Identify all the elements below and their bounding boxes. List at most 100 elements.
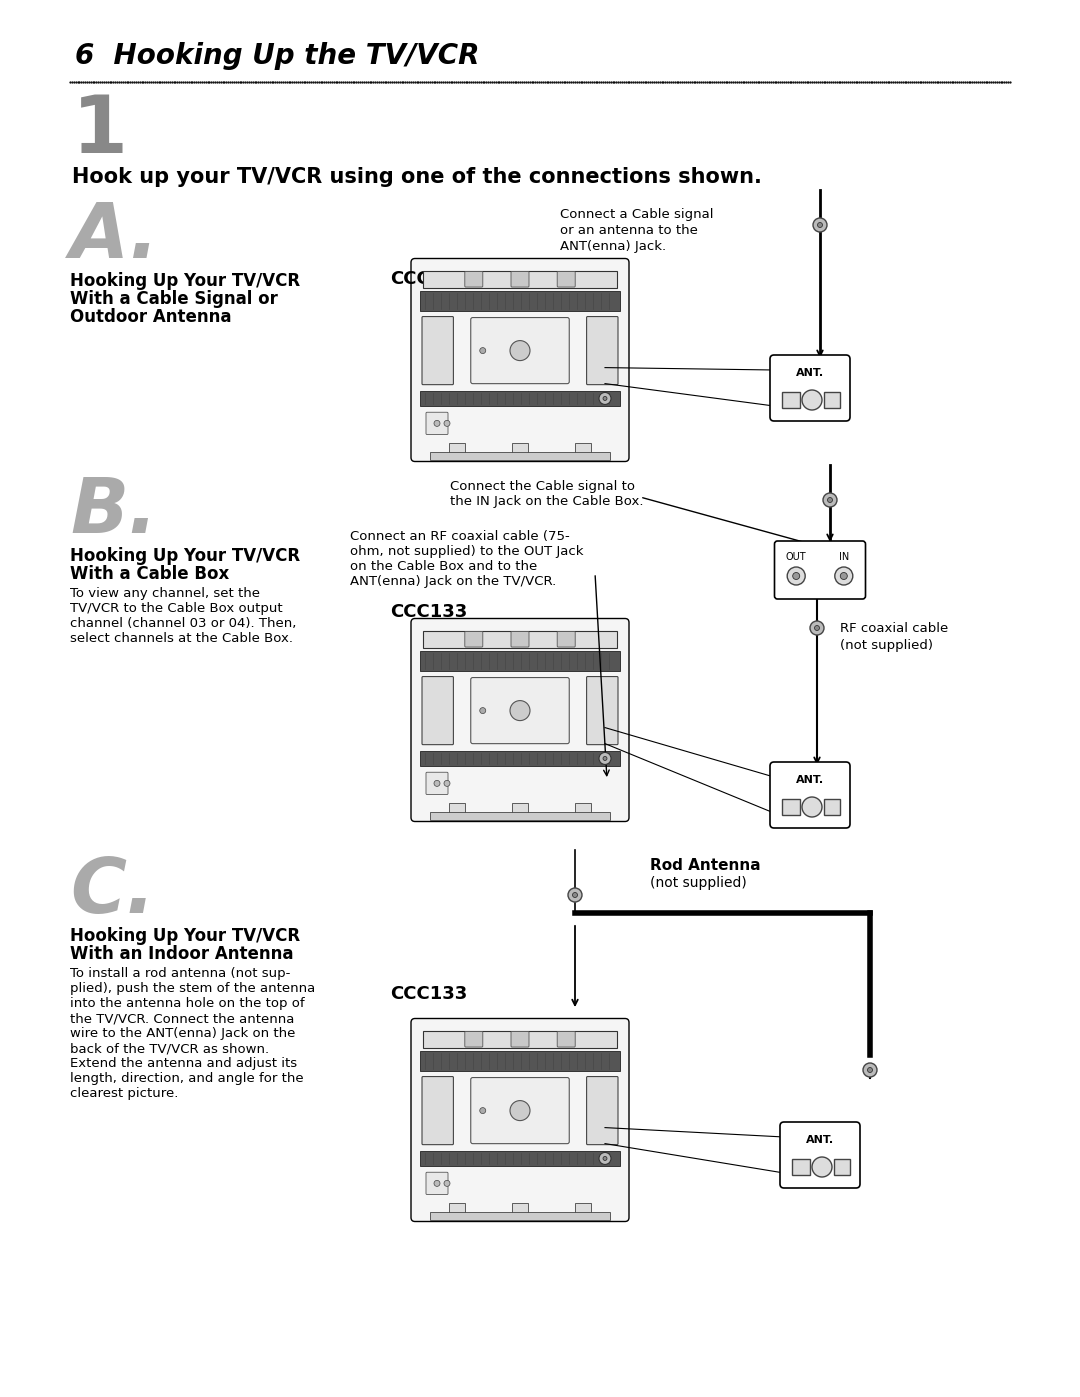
Bar [449,443,465,453]
Bar [430,812,610,820]
Text: Hook up your TV/VCR using one of the connections shown.: Hook up your TV/VCR using one of the con… [72,168,761,187]
Text: Extend the antenna and adjust its: Extend the antenna and adjust its [70,1058,297,1070]
Text: Outdoor Antenna: Outdoor Antenna [70,307,231,326]
Circle shape [510,341,530,360]
Circle shape [603,397,607,401]
FancyBboxPatch shape [464,1031,483,1046]
Circle shape [444,420,450,426]
FancyBboxPatch shape [511,1031,529,1046]
Circle shape [480,1108,486,1113]
FancyBboxPatch shape [774,541,865,599]
Circle shape [444,1180,450,1186]
Text: select channels at the Cable Box.: select channels at the Cable Box. [70,631,293,645]
Circle shape [603,1157,607,1161]
Text: To view any channel, set the: To view any channel, set the [70,587,260,599]
Circle shape [434,781,440,787]
Bar [420,291,620,310]
Text: TV/VCR to the Cable Box output: TV/VCR to the Cable Box output [70,602,283,615]
Text: on the Cable Box and to the: on the Cable Box and to the [350,560,537,573]
FancyBboxPatch shape [411,619,629,821]
Bar [430,451,610,460]
Circle shape [814,626,820,630]
Text: C.: C. [70,855,156,929]
FancyBboxPatch shape [557,1031,576,1046]
Text: RF coaxial cable: RF coaxial cable [840,622,948,634]
Bar [423,271,617,288]
Bar [420,1051,620,1070]
Circle shape [599,1153,611,1165]
Circle shape [867,1067,873,1073]
FancyBboxPatch shape [471,1077,569,1144]
Text: CCC133: CCC133 [390,270,468,288]
FancyBboxPatch shape [586,676,618,745]
Text: or an antenna to the: or an antenna to the [561,224,698,237]
Circle shape [802,798,822,817]
Text: Hooking Up Your TV/VCR: Hooking Up Your TV/VCR [70,272,300,291]
Text: ANT.: ANT. [796,367,824,379]
Circle shape [510,1101,530,1120]
Circle shape [827,497,833,503]
Circle shape [793,573,799,580]
Text: OUT: OUT [786,552,807,562]
FancyBboxPatch shape [471,678,569,743]
Bar [512,443,528,453]
FancyBboxPatch shape [770,761,850,828]
Text: Connect an RF coaxial cable (75-: Connect an RF coaxial cable (75- [350,529,570,543]
Circle shape [599,393,611,405]
Circle shape [823,493,837,507]
Bar [824,393,840,408]
Bar [430,1211,610,1220]
Bar [824,799,840,814]
Circle shape [599,753,611,764]
Bar [420,651,620,671]
Circle shape [787,567,806,585]
Text: B.: B. [70,475,158,549]
Circle shape [818,222,823,228]
FancyBboxPatch shape [557,631,576,647]
Text: With a Cable Box: With a Cable Box [70,564,229,583]
Circle shape [603,756,607,760]
Bar [423,1031,617,1048]
Bar [782,799,800,814]
Bar [449,802,465,813]
Bar [449,1203,465,1213]
Circle shape [810,622,824,636]
Bar [420,1151,620,1166]
FancyBboxPatch shape [411,1018,629,1221]
Text: With a Cable Signal or: With a Cable Signal or [70,291,278,307]
Text: channel (channel 03 or 04). Then,: channel (channel 03 or 04). Then, [70,617,296,630]
Bar [834,1160,850,1175]
Text: the IN Jack on the Cable Box.: the IN Jack on the Cable Box. [450,495,644,509]
Text: 6  Hooking Up the TV/VCR: 6 Hooking Up the TV/VCR [75,42,480,70]
Text: clearest picture.: clearest picture. [70,1087,178,1099]
Text: Connect the Cable signal to: Connect the Cable signal to [450,481,635,493]
Bar [512,802,528,813]
FancyBboxPatch shape [511,271,529,286]
FancyBboxPatch shape [426,1172,448,1194]
Circle shape [434,420,440,426]
Circle shape [510,701,530,721]
Text: CCC133: CCC133 [390,604,468,622]
Text: into the antenna hole on the top of: into the antenna hole on the top of [70,997,305,1010]
Text: the TV/VCR. Connect the antenna: the TV/VCR. Connect the antenna [70,1011,295,1025]
FancyBboxPatch shape [464,271,483,286]
Circle shape [434,1180,440,1186]
Bar [512,1203,528,1213]
FancyBboxPatch shape [426,773,448,795]
Circle shape [835,567,853,585]
FancyBboxPatch shape [422,317,454,384]
Bar [782,393,800,408]
Bar [420,750,620,766]
Text: ANT(enna) Jack on the TV/VCR.: ANT(enna) Jack on the TV/VCR. [350,576,556,588]
Text: back of the TV/VCR as shown.: back of the TV/VCR as shown. [70,1042,269,1055]
Text: A.: A. [70,200,160,274]
FancyBboxPatch shape [557,271,576,286]
Text: To install a rod antenna (not sup-: To install a rod antenna (not sup- [70,967,291,981]
FancyBboxPatch shape [770,355,850,420]
FancyBboxPatch shape [586,317,618,384]
Text: Connect a Cable signal: Connect a Cable signal [561,208,714,221]
Text: Rod Antenna: Rod Antenna [650,858,760,873]
Circle shape [480,708,486,714]
Bar [575,802,591,813]
Circle shape [802,390,822,409]
